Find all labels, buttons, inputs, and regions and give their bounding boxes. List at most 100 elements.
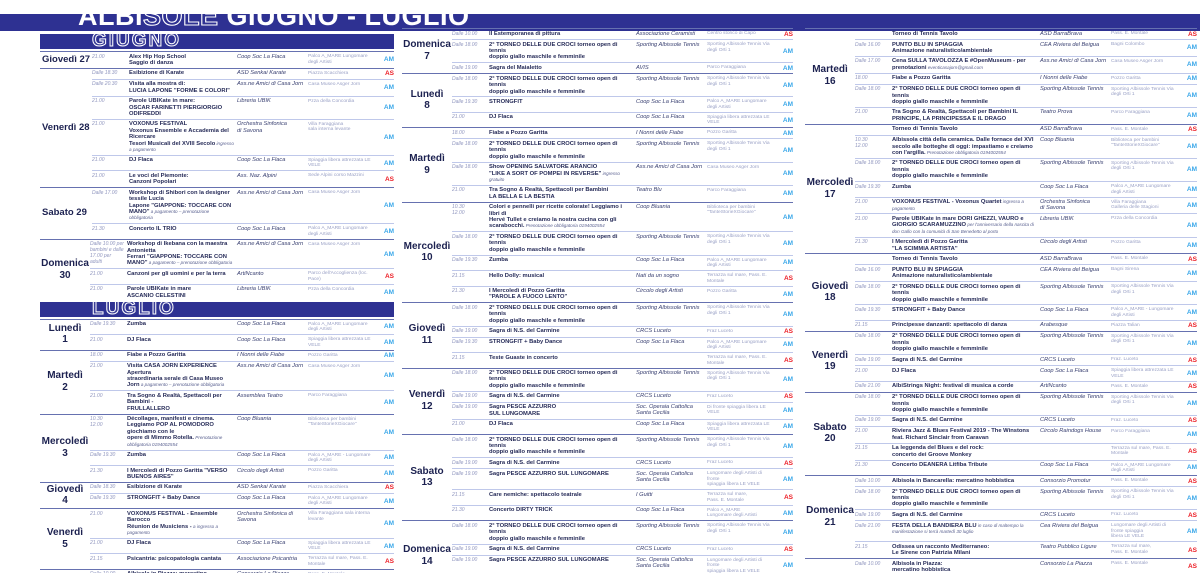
- event-description: II Estemporanea di pittura: [489, 30, 561, 37]
- event-row: 21.30 I Mercoledì di Pozzo Garitta "VERSO…: [90, 465, 394, 482]
- event-row: 21.15 Care nemiche: spettacolo teatrale I …: [452, 489, 793, 505]
- event-row: 21.00 Tra Sogno & Realtà, Spettacoli per …: [90, 390, 394, 413]
- day-label: Venerdì 5: [40, 528, 90, 550]
- day-name: Mercoledì: [41, 436, 89, 448]
- month-header-giugno: GIUGNO: [40, 31, 394, 51]
- event-description: Torneo di Tennis Tavolo: [892, 30, 958, 37]
- event-location: Palco A_MARE Lungomare degli Artisti: [1111, 462, 1171, 474]
- event-description: Zumba: [489, 257, 509, 264]
- event-time: Dalle 19.30: [452, 339, 478, 346]
- event-organizer: Sporting Albissole Tennis: [1040, 488, 1104, 495]
- event-location: Pass. E. Montale: [1111, 31, 1148, 36]
- event-badge: AM: [782, 562, 793, 570]
- event-badge: AM: [782, 129, 793, 137]
- event-description: STRONGFIT + Baby Dance: [489, 339, 563, 346]
- event-time: Dalle 20.30: [92, 81, 118, 88]
- event-description: Visita alla mostra di: LUCIA LAPONE "FOR…: [129, 81, 230, 94]
- event-time: 21.30: [452, 507, 465, 514]
- day-rows: Dalle 18.30 Esibizione di Karate ASD Senka…: [92, 69, 394, 187]
- event-location: Piazza Scacchiera: [308, 70, 349, 76]
- event-badge: AM: [383, 133, 394, 141]
- event-organizer: I Nonni delle Fiabe: [1040, 75, 1088, 82]
- event-note: ingresso gratuito: [489, 170, 620, 182]
- event-description: Alex Hip Hop School Saggio di danza: [129, 53, 187, 66]
- event-location: Fraz Luceto: [707, 328, 733, 334]
- day-rows: 18.00 Fiabe a Pozzo Garitta I Nonni delle …: [90, 351, 394, 414]
- day-rows: 21.00 Alex Hip Hop School Saggio di danza…: [92, 52, 394, 68]
- event-location: Sporting Albissole Tennis Via degli Orti…: [707, 234, 770, 245]
- event-location: Palco A_MARE Lungomare degli Artisti: [707, 257, 767, 269]
- day-number: 19: [824, 361, 836, 373]
- event-location: Sporting Albissole Tennis Via degli Orti…: [707, 42, 770, 53]
- event-location: Casa Museo Asger Jorn: [308, 241, 361, 247]
- event-note: per l'anniversario della nascita di don …: [892, 222, 1034, 234]
- event-organizer: Consorzio La Piazza: [1040, 560, 1093, 567]
- event-note: ingresso a pagamento: [892, 199, 1024, 211]
- event-badge: AM: [1186, 431, 1197, 439]
- event-badge: AM: [383, 227, 394, 235]
- event-description: 2° TORNEO DELLE DUE CROCI torneo open di…: [892, 394, 1021, 413]
- event-description: Workshop di Shibori con la designer tess…: [129, 189, 232, 221]
- event-badge: AM: [1186, 527, 1197, 535]
- event-badge: AM: [1186, 222, 1197, 230]
- event-row: 21.30 Concerto DIRTY TRICK Coop Soc La Fla…: [452, 504, 793, 521]
- day-rows: Dalle 18.00 2° TORNEO DELLE DUE CROCI tor…: [452, 435, 793, 520]
- event-badge: AS: [783, 328, 793, 336]
- day-name: Domenica: [403, 39, 451, 51]
- event-location: Pozzo Garitta: [707, 130, 737, 136]
- event-organizer: Orchestra Sinfonica di Savona: [237, 121, 287, 134]
- event-time: Dalle 19.30: [452, 257, 478, 264]
- day-name: Martedì: [812, 64, 848, 76]
- event-badge: AM: [383, 470, 394, 478]
- event-description: Tra Sogno & Realtà, Spettacoli per Bambi…: [127, 392, 222, 412]
- event-description: Concerto IL TRIO: [129, 225, 177, 232]
- event-location: Centro storico di Capo: [707, 31, 756, 36]
- event-location: Palco A_MARE Lungomare degli Artisti: [1111, 184, 1171, 195]
- day-number: 12: [421, 400, 433, 412]
- event-location: Sporting Albissole Tennis Via degli Orti…: [707, 141, 770, 152]
- event-badge: AS: [384, 484, 394, 492]
- event-organizer: Coop Bluania: [636, 204, 671, 211]
- event-organizer: Coop Soc La Flaca: [636, 114, 685, 121]
- event-organizer: Coop Soc La Flaca: [1040, 183, 1089, 190]
- event-location: Sporting Albissole Tennis Via degli Orti…: [707, 76, 770, 87]
- event-row: Dalle 10.00 Albisola in Piazza: mercatino…: [855, 559, 1197, 573]
- event-time: Dalle 16.00: [855, 41, 881, 48]
- event-note: in caso di maltempo la manifestazione si…: [892, 522, 1024, 535]
- day-number: 7: [424, 50, 430, 62]
- event-row: 21.00 VOXONUS FESTIVAL Voxonus Ensemble e…: [92, 118, 394, 155]
- event-row: 21.30 Concerto DEANERA Litfiba Tribute Coo…: [855, 459, 1197, 476]
- event-row: 21.00 Le voci del Piemonte: Canzoni Popol…: [92, 170, 394, 187]
- day-rows: Dalle 18.00 2° TORNEO DELLE DUE CROCI tor…: [452, 74, 793, 127]
- event-description: Décollages, manifesti e cinema. Leggiamo…: [127, 416, 223, 447]
- event-description: I Mercoledì di Pozzo Garitta "PAROLE A F…: [489, 288, 568, 301]
- day-number: 21: [824, 516, 836, 528]
- event-location: Pozzo Garitta: [308, 352, 338, 358]
- day-label: Mercoledì 10: [402, 241, 452, 264]
- event-note: ingresso a pagamento: [129, 140, 234, 152]
- day-number: 20: [824, 433, 836, 445]
- event-description: Sagra di N.S. del Carmine: [489, 328, 560, 335]
- event-time: Dalle 19.00: [452, 557, 478, 564]
- event-time: 21.15: [452, 491, 465, 498]
- event-time: 21.15: [452, 354, 465, 361]
- event-time: 21.00: [90, 270, 103, 277]
- day-group-giovedì-4: Giovedì 4 Dalle 18.30 Esibizione di Karate A…: [40, 481, 394, 509]
- event-note: Prenotazione obbligatoria 0194002554: [127, 435, 223, 447]
- event-location: Terrazza sul mare, Pass. E. Montale: [707, 355, 767, 366]
- day-label: Mercoledì 3: [40, 437, 90, 459]
- day-rows: Torneo di Tennis Tavolo ASD BarraBrava Pas…: [855, 29, 1197, 124]
- page-title: ALBISOLE GIUGNO - LUGLIO: [78, 0, 470, 31]
- day-number: 18: [824, 292, 836, 304]
- event-organizer: Sporting Albissole Tennis: [636, 436, 700, 443]
- event-row: 21.00 DJ Flaca Coop Soc La Flaca Spiaggia l…: [452, 111, 793, 128]
- event-row: Dalle 19.30 STRONGFIT + Baby Dance Coop So…: [90, 492, 394, 509]
- event-row: Dalle 18.00 2° TORNEO DELLE DUE CROCI tor…: [855, 332, 1197, 354]
- event-location: Terrazza sul mare, Pass. E. Montale: [707, 492, 748, 503]
- event-time: Dalle 19.30: [855, 183, 881, 190]
- event-location: Fraz. Luceto: [1111, 512, 1139, 518]
- event-description: 2° TORNEO DELLE DUE CROCI torneo open di…: [489, 436, 618, 456]
- event-organizer: Coop Soc La Flaca: [237, 53, 286, 60]
- event-description: I Mercoledì di Pozzo Garitta "VERSO BUEN…: [127, 467, 228, 480]
- event-badge: AM: [782, 423, 793, 431]
